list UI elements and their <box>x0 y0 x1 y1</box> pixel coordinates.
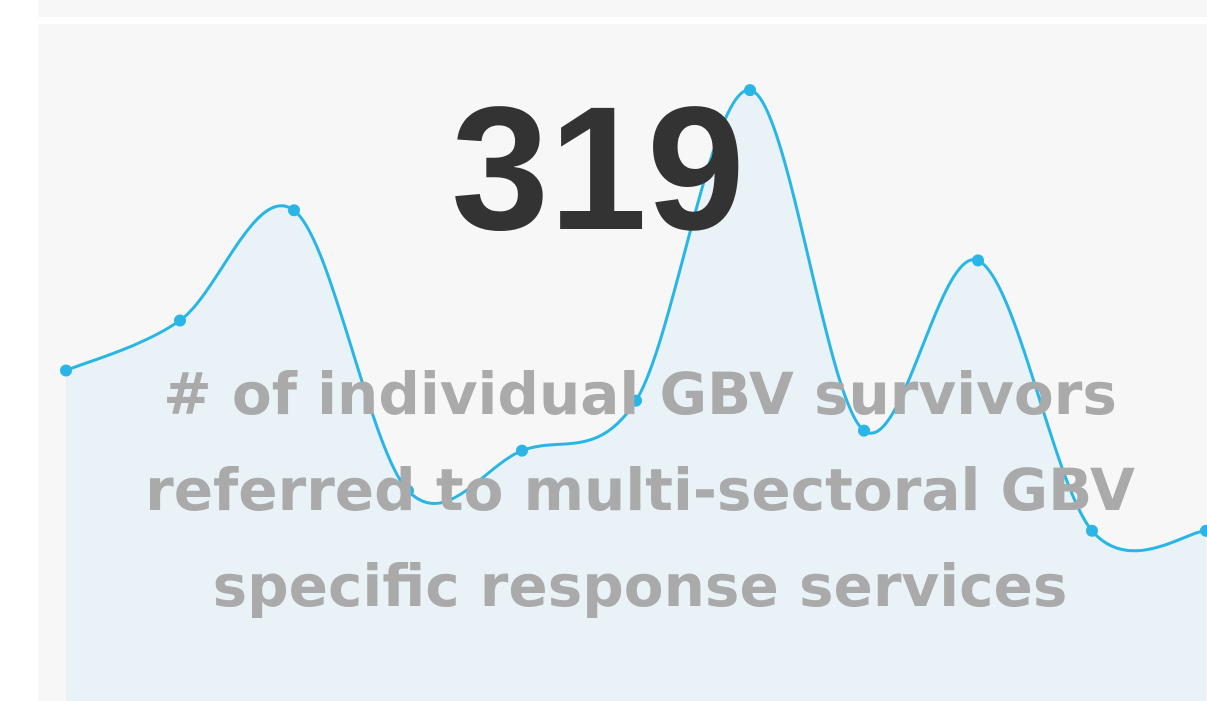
kpi-label: # of individual GBV survivors referred t… <box>145 360 1135 620</box>
data-point <box>1200 524 1207 537</box>
kpi-card: 319 # of individual GBV survivors referr… <box>38 24 1207 701</box>
data-point <box>516 444 528 457</box>
kpi-value: 319 <box>451 71 745 267</box>
data-point <box>858 424 870 437</box>
sparkline <box>60 84 1207 701</box>
data-point <box>630 394 642 407</box>
data-point <box>174 314 186 327</box>
data-point <box>288 204 300 217</box>
panel-strip <box>38 0 1207 17</box>
data-point <box>402 484 414 497</box>
data-point <box>972 254 984 267</box>
data-point <box>60 364 72 377</box>
data-point <box>1086 524 1098 537</box>
data-point <box>744 84 756 97</box>
sparkline-area <box>66 90 1206 701</box>
